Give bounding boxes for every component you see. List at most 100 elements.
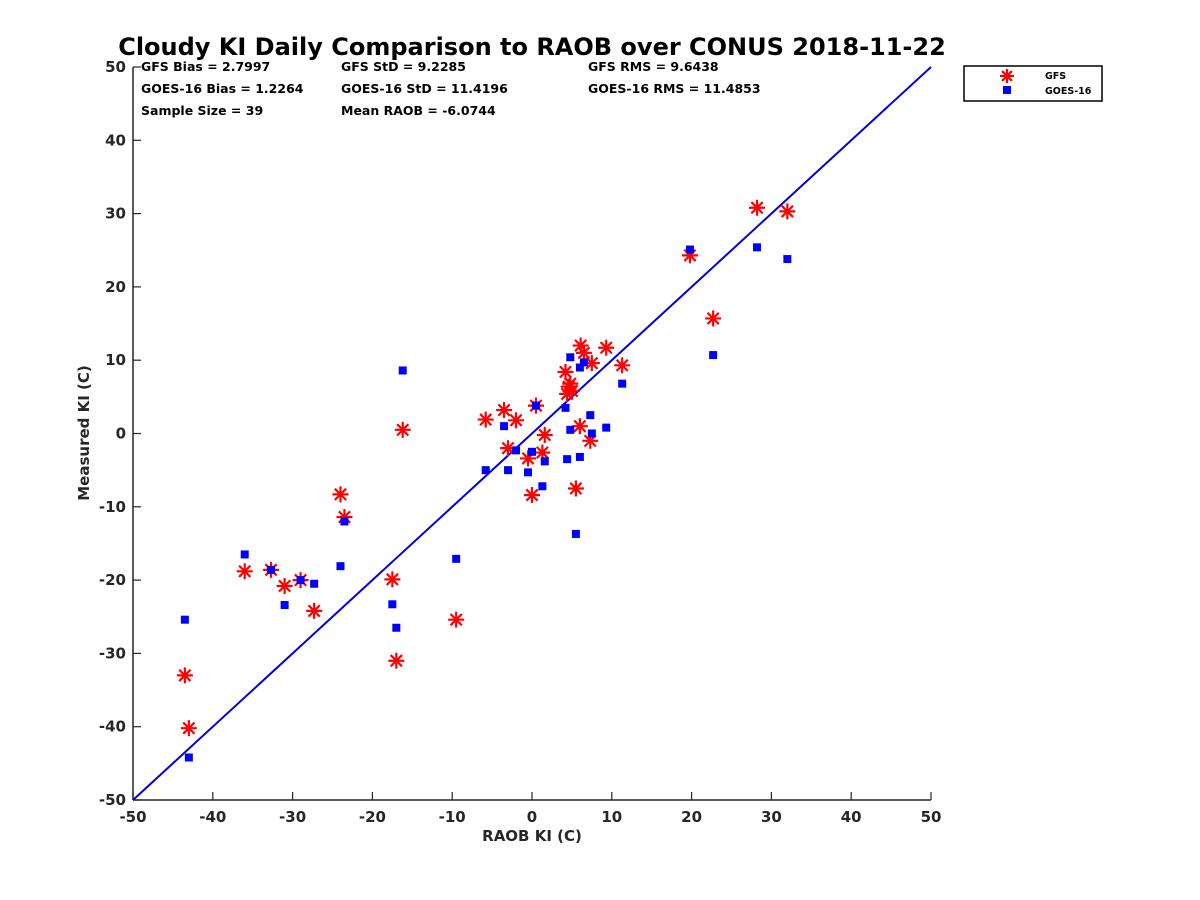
y-tick-label: -20 [99,571,126,589]
x-tick-label: 0 [527,808,537,826]
goes-16-point [267,565,276,574]
y-tick-label: -40 [99,718,126,736]
gfs-point [306,602,323,619]
gfs-point [614,357,631,374]
x-tick-label: 10 [601,808,622,826]
x-tick-label: -10 [439,808,466,826]
gfs-point [496,402,513,419]
legend-gfs-asterisk-icon [1000,69,1014,83]
goes-16-point [500,422,509,431]
x-axis-label: RAOB KI (C) [482,827,582,845]
stat-gfs-std: GFS StD = 9.2285 [341,59,466,74]
legend-goes-square-icon [1003,86,1011,94]
goes-16-point [579,358,588,367]
plot-area: -50 -40 -30 -20 -10 0 10 20 30 40 50 -50 -40 -30 -20 -1… [99,58,942,826]
gfs-point [524,487,540,504]
x-tick-label: 40 [841,808,862,826]
goes-16-point [586,411,595,420]
gfs-point [571,418,588,435]
x-tick-label: 50 [921,808,942,826]
y-tick-label: -10 [99,498,126,516]
gfs-point [508,412,525,429]
goes-16-point [481,466,490,475]
x-tick-label: -20 [359,808,386,826]
gfs-point [448,611,465,628]
legend-box [963,65,1103,102]
gfs-point [332,486,349,503]
y-tick-label: -50 [99,791,126,809]
x-tick-label: -50 [119,808,146,826]
legend-gfs-label: GFS [1045,71,1066,82]
goes-16-point [310,579,319,588]
stat-sample-size: Sample Size = 39 [141,103,263,118]
legend: GFS GOES-16 [963,65,1103,102]
chart-title: Cloudy KI Daily Comparison to RAOB over … [118,33,946,61]
stat-goes-rms: GOES-16 RMS = 11.4853 [588,81,761,96]
x-tick-label: 20 [681,808,702,826]
goes-16-point [240,550,249,559]
x-tick-label: 30 [761,808,782,826]
stat-gfs-bias: GFS Bias = 2.7997 [141,59,270,74]
goes-16-point [280,601,289,610]
goes-16-point [452,554,461,563]
gfs-point [749,199,766,216]
y-tick-label: 0 [116,425,126,443]
gfs-point [388,652,405,669]
gfs-point [563,382,580,399]
goes-16-point [753,243,762,252]
gfs-point [536,426,553,443]
gfs-point [705,310,722,327]
goes-16-point [575,452,584,461]
goes-16-point [180,615,189,624]
goes-16-point [563,455,572,464]
goes-16-point [538,482,547,491]
goes-16-point [504,466,513,475]
stat-goes-bias: GOES-16 Bias = 1.2264 [141,81,304,96]
goes-16-point [686,245,695,254]
gfs-point [276,577,293,594]
legend-gfs-asterisk-glyph [1000,69,1014,83]
goes-16-point [340,517,349,526]
goes-16-point [618,379,627,388]
goes-16-point [587,429,596,438]
y-tick-label: 40 [105,131,126,149]
goes-16-point [392,623,401,632]
goes-16-point [528,447,536,456]
goes-16-point [575,363,584,372]
goes-16-point [531,401,540,410]
gfs-point [779,203,796,220]
y-tick-label: 20 [105,278,126,296]
gfs-point [394,421,411,438]
stat-goes-std: GOES-16 StD = 11.4196 [341,81,508,96]
goes-16-point [561,403,570,412]
goes-16-point [709,351,718,360]
goes-16-point [566,353,575,362]
gfs-point [236,563,253,580]
goes-16-point [540,457,549,466]
gfs-point [176,667,193,684]
goes-16-point [602,423,611,432]
y-tick-label: 50 [105,58,126,76]
one-to-one-line [132,66,932,801]
goes-16-point [524,468,533,477]
y-tick-label: -30 [99,644,126,662]
goes-16-point [512,446,521,455]
gfs-point [575,344,592,361]
x-tick-label: -40 [199,808,226,826]
goes-16-point [184,753,193,762]
gfs-point [180,720,197,737]
gfs-point [567,480,584,497]
gfs-point [477,411,494,428]
stat-mean-raob: Mean RAOB = -6.0744 [341,103,496,118]
stat-gfs-rms: GFS RMS = 9.6438 [588,59,719,74]
y-axis-label: Measured KI (C) [75,365,93,501]
goes-16-point [566,425,575,434]
goes-16-point [398,366,407,375]
y-tick-label: 30 [105,205,126,223]
goes-16-point [388,600,397,609]
goes-16-point [336,562,345,571]
legend-goes-label: GOES-16 [1045,86,1092,97]
x-tick-label: -30 [279,808,306,826]
